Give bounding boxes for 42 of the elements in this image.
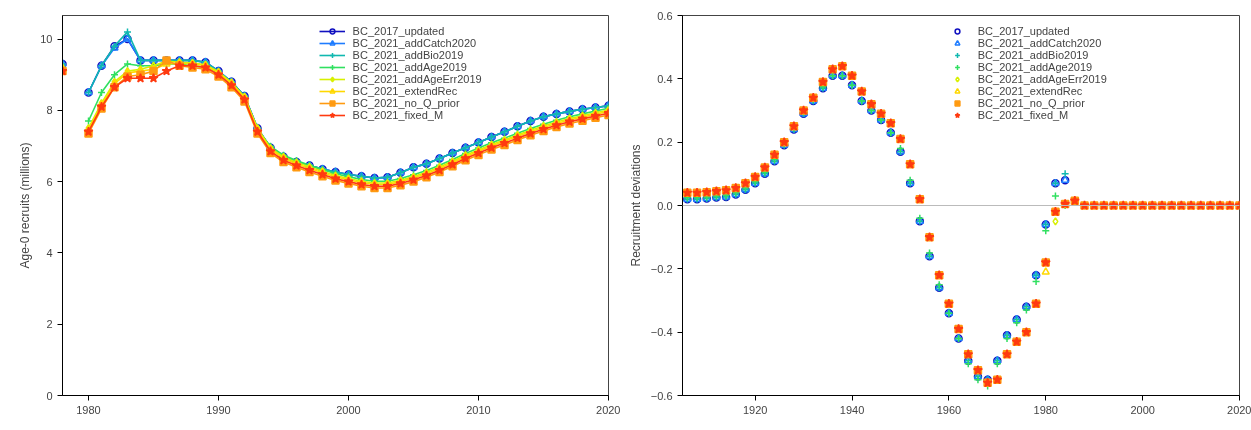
x-tick-label: 2020 <box>596 403 621 416</box>
x-tick-label: 1940 <box>839 403 865 416</box>
y-tick-label: 6 <box>46 175 53 188</box>
y-tick-label: −0.4 <box>650 326 673 339</box>
y-tick-label: 10 <box>40 33 53 46</box>
legend-label: BC_2021_addAgeErr2019 <box>352 73 482 85</box>
legend-label: BC_2017_updated <box>352 25 445 37</box>
legend-label: BC_2021_addBio2019 <box>977 49 1089 61</box>
legend-label: BC_2021_addCatch2020 <box>977 37 1102 49</box>
y-tick-label: −0.2 <box>650 262 673 275</box>
y-tick-label: 0.2 <box>657 136 673 149</box>
legend-label: BC_2021_extendRec <box>977 85 1083 97</box>
y-tick-label: 0.4 <box>657 72 673 85</box>
y-tick-label: 4 <box>46 246 53 259</box>
y-tick-label: 0 <box>46 389 53 402</box>
legend-label: BC_2017_updated <box>977 25 1070 37</box>
x-tick-label: 1920 <box>742 403 768 416</box>
y-axis-title: Age-0 recruits (millions) <box>18 142 33 269</box>
legend-label: BC_2021_fixed_M <box>352 109 444 121</box>
y-tick-label: 0.0 <box>657 199 673 212</box>
legend-label: BC_2021_addBio2019 <box>352 49 464 61</box>
y-tick-label: 2 <box>46 318 53 331</box>
x-tick-label: 1960 <box>936 403 962 416</box>
y-axis-title: Recruitment deviations <box>628 144 643 267</box>
x-tick-label: 1980 <box>1033 403 1059 416</box>
legend-label: BC_2021_no_Q_prior <box>352 97 460 109</box>
legend-label: BC_2021_fixed_M <box>977 109 1069 121</box>
legend-label: BC_2021_addAge2019 <box>352 61 467 73</box>
x-tick-label: 1980 <box>76 403 101 416</box>
legend-label: BC_2021_addAge2019 <box>977 61 1093 73</box>
legend-label: BC_2021_addCatch2020 <box>352 37 477 49</box>
x-tick-label: 2020 <box>1227 403 1251 416</box>
y-tick-label: 8 <box>46 104 53 117</box>
x-tick-label: 2000 <box>1130 403 1155 416</box>
y-tick-label: 0.6 <box>657 9 673 22</box>
y-tick-label: −0.6 <box>650 389 673 402</box>
x-tick-label: 2000 <box>336 403 361 416</box>
x-tick-label: 1990 <box>206 403 231 416</box>
legend-label: BC_2021_no_Q_prior <box>977 97 1085 109</box>
legend-label: BC_2021_extendRec <box>352 85 458 97</box>
legend-label: BC_2021_addAgeErr2019 <box>977 73 1107 85</box>
x-tick-label: 2010 <box>466 403 491 416</box>
